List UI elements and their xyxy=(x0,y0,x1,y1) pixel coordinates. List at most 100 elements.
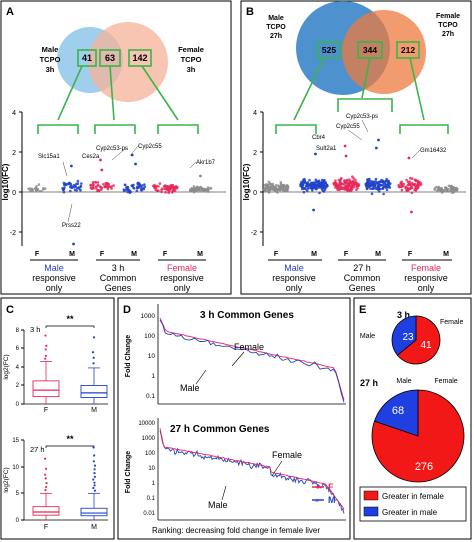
venn-b: 525 344 212 Male TCPO 27h Female TCPO 27… xyxy=(266,1,460,95)
outlier-point xyxy=(93,481,96,484)
a-xtick-3: F xyxy=(100,251,105,258)
data-point xyxy=(164,191,167,194)
a-xtick-6: M xyxy=(197,251,203,258)
c-bot-xtick-m: M xyxy=(91,524,97,531)
outlier-point xyxy=(92,446,95,449)
data-point xyxy=(68,182,71,186)
venn-b-left-label-2: TCPO xyxy=(266,24,286,31)
data-point xyxy=(99,158,102,162)
data-point xyxy=(76,182,80,185)
a-group1-l2: responsive xyxy=(32,273,76,283)
venn-b-count-female: 212 xyxy=(401,45,415,55)
venn-b-left-label-3: 27h xyxy=(270,33,282,40)
d-legend-m: M xyxy=(328,495,336,505)
d-top-ytick-100: 100 xyxy=(144,333,155,340)
c-bot-ytick-10: 10 xyxy=(12,465,19,471)
data-point xyxy=(38,190,41,193)
data-point xyxy=(69,164,73,168)
count-box-b-male xyxy=(317,41,341,59)
a-ytick-neg2: -2 xyxy=(10,230,16,237)
outlier-point xyxy=(91,351,95,354)
b-xtick-6: M xyxy=(443,251,449,258)
data-point xyxy=(406,188,409,191)
outlier-point xyxy=(93,454,96,457)
c-top-ytick-4: 4 xyxy=(16,365,20,371)
data-point xyxy=(62,181,66,185)
data-point xyxy=(314,180,318,184)
outlier-point xyxy=(93,484,96,487)
venn-a-right-label-1: Female xyxy=(178,45,204,54)
d-top-ytick-1: 1 xyxy=(151,373,155,380)
gene-labels-b: Cyp2c53-ps Cyp2c55 Sult2a1 Gm16432 Cbr4 xyxy=(312,114,447,159)
data-point xyxy=(433,188,436,191)
data-point xyxy=(164,186,168,190)
b-xtick-3: F xyxy=(344,251,349,258)
data-point xyxy=(347,188,350,191)
e-3h-title: 3 h xyxy=(397,310,410,320)
data-point xyxy=(90,187,94,190)
data-point xyxy=(377,183,380,187)
data-point xyxy=(273,185,277,189)
d-bottom-ylabel: Fold Change xyxy=(125,451,132,493)
data-point xyxy=(160,187,164,190)
outlier-point xyxy=(93,489,97,492)
data-point xyxy=(197,186,201,190)
connectors-b xyxy=(275,57,449,134)
c-bot-ylabel: log2(FC) xyxy=(3,467,10,492)
data-point xyxy=(269,182,272,186)
data-point xyxy=(72,242,75,246)
data-point xyxy=(140,186,143,189)
c-top-xtick-m: M xyxy=(91,407,97,414)
a-group3-l3: only xyxy=(174,283,191,293)
c-top-ytick-0: 0 xyxy=(16,402,20,408)
pie-27h xyxy=(371,389,465,483)
data-point xyxy=(318,184,321,188)
box-top-male xyxy=(80,336,108,404)
data-point xyxy=(274,184,278,187)
data-point xyxy=(141,184,144,187)
data-point xyxy=(377,138,380,142)
data-point xyxy=(286,188,289,191)
d-top-axes: 3 h Common Genes 1000 100 10 1 0.1 Fold … xyxy=(125,304,346,405)
d-top-ytick-0.1: 0.1 xyxy=(146,393,155,400)
data-point xyxy=(357,183,360,186)
series-line xyxy=(159,430,345,514)
data-point xyxy=(408,183,412,186)
b-xtick-5: F xyxy=(408,251,413,258)
a-group1-l3: only xyxy=(46,283,63,293)
data-point xyxy=(128,189,132,193)
e-legend-swatch-male xyxy=(363,506,379,517)
data-point xyxy=(381,186,385,190)
data-point xyxy=(314,152,317,156)
data-point xyxy=(451,187,454,190)
a-ylabel: log10(FC) xyxy=(1,163,10,200)
data-point xyxy=(387,182,391,186)
e-3h-male-label: Male xyxy=(360,333,375,340)
boxplot-c-bottom: 15 10 5 0 log2(FC) 27 h ** F M xyxy=(3,434,108,531)
data-point xyxy=(382,192,385,196)
data-point xyxy=(354,178,357,182)
data-point xyxy=(406,180,410,184)
data-point xyxy=(367,178,370,181)
data-point xyxy=(365,187,369,191)
venn-b-female-circle xyxy=(342,10,426,94)
data-point xyxy=(171,191,174,194)
a-ytick-2: 2 xyxy=(12,150,16,157)
data-point xyxy=(311,184,314,188)
data-point xyxy=(276,191,279,194)
d-bot-ytick-100: 100 xyxy=(145,451,156,457)
e-legend-male: Greater in male xyxy=(382,508,438,517)
xticks-a: F M F M F M xyxy=(30,251,206,261)
data-point xyxy=(301,181,305,184)
data-point xyxy=(341,182,345,186)
data-point xyxy=(447,184,451,188)
data-point xyxy=(402,182,406,186)
data-point xyxy=(140,188,143,192)
data-point xyxy=(132,186,135,190)
data-point xyxy=(107,184,110,187)
data-point xyxy=(62,190,66,194)
data-point xyxy=(96,181,100,184)
data-point xyxy=(371,187,375,190)
venn-a-left-label-2: TCPO xyxy=(40,55,61,64)
data-point xyxy=(301,185,304,189)
